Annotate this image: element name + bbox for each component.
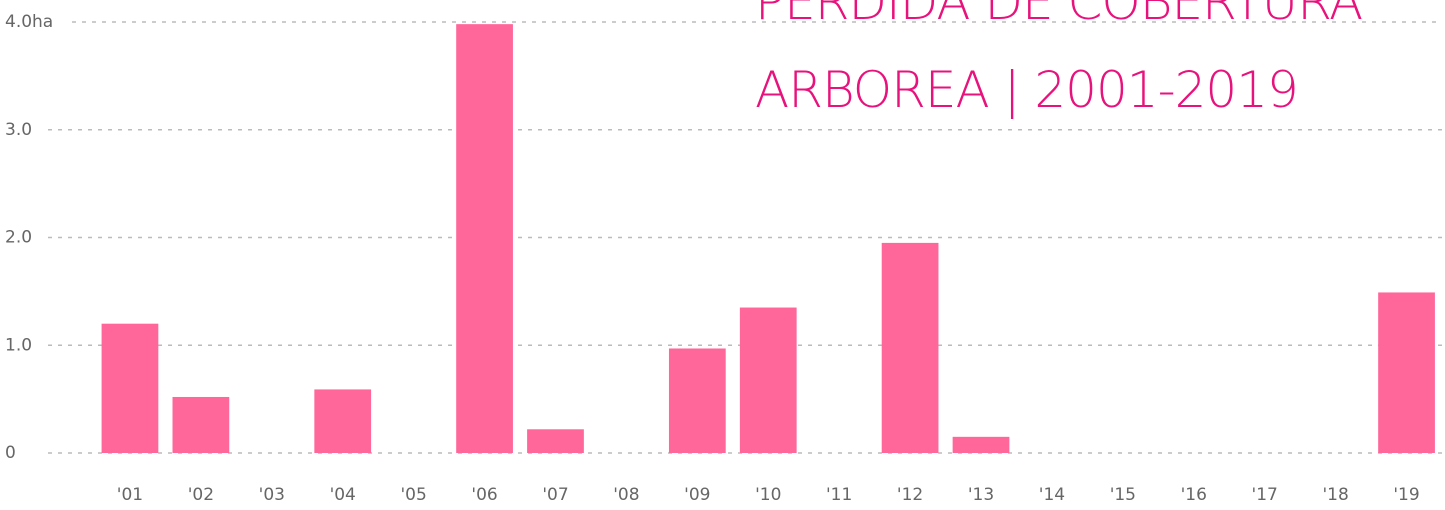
x-tick-label: '15 (1110, 485, 1136, 505)
x-tick-label: '16 (1181, 485, 1207, 505)
bar (668, 348, 726, 453)
chart-title: PERDIDA DE COBERTURA ARBOREA | 2001-2019 (755, 0, 1363, 119)
y-tick-label: 0 (5, 443, 16, 463)
bar (314, 389, 372, 453)
y-tick-label: 2.0 (5, 228, 32, 248)
x-tick-label: '09 (684, 485, 710, 505)
x-tick-label: '06 (471, 485, 497, 505)
bar (172, 396, 230, 453)
bar (739, 307, 797, 453)
bar (101, 323, 159, 453)
x-tick-label: '12 (897, 485, 923, 505)
x-tick-label: '11 (826, 485, 852, 505)
y-tick-label: 4.0ha (5, 12, 53, 32)
y-tick-label: 3.0 (5, 120, 32, 140)
x-tick-label: '07 (542, 485, 568, 505)
bar (881, 242, 939, 453)
bar (456, 24, 513, 454)
x-tick-label: '04 (330, 485, 356, 505)
x-tick-label: '10 (755, 485, 781, 505)
y-tick-label: 1.0 (5, 335, 32, 355)
x-tick-label: '19 (1393, 485, 1419, 505)
bar (1378, 292, 1435, 453)
bar (952, 436, 1010, 453)
x-tick-label: '05 (400, 485, 426, 505)
bar (527, 429, 584, 453)
x-tick-label: '14 (1039, 485, 1065, 505)
x-tick-label: '08 (613, 485, 639, 505)
x-tick-label: '17 (1252, 485, 1278, 505)
x-tick-label: '03 (259, 485, 285, 505)
x-tick-label: '02 (188, 485, 214, 505)
x-tick-label: '18 (1322, 485, 1348, 505)
x-tick-label: '01 (117, 485, 143, 505)
x-tick-label: '13 (968, 485, 994, 505)
